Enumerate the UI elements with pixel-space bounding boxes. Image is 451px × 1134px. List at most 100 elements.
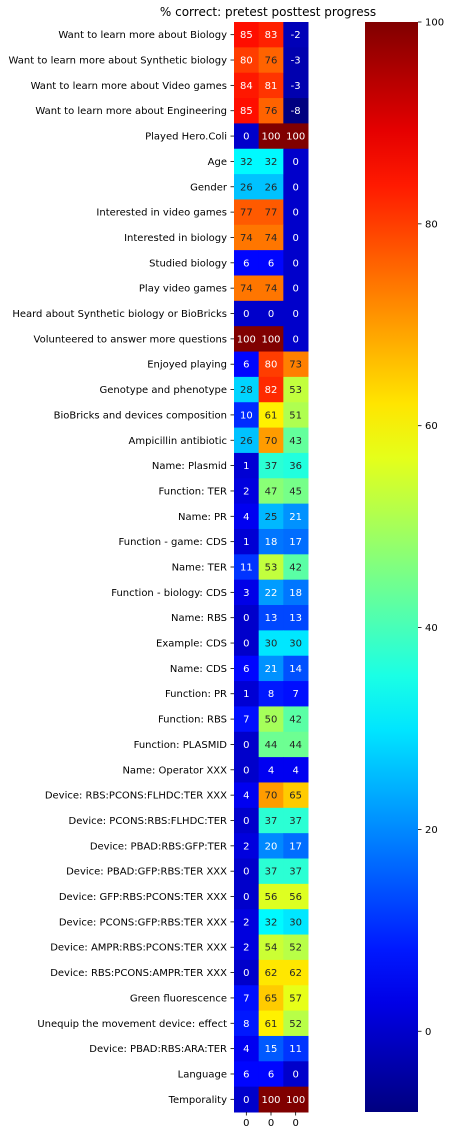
row-label: Name: PR xyxy=(178,512,227,523)
cell-value-label: 8 xyxy=(243,1019,249,1030)
heatmap-cell xyxy=(234,72,260,99)
heatmap-cell xyxy=(234,1035,260,1062)
cell-value-label: 7 xyxy=(243,993,249,1004)
heatmap-cell xyxy=(234,300,260,327)
cell-value-label: 0 xyxy=(292,258,298,269)
heatmap-cell xyxy=(283,909,309,936)
heatmap-cell xyxy=(283,985,309,1012)
heatmap-cell xyxy=(258,300,284,327)
cell-value-label: 57 xyxy=(289,993,302,1004)
cell-value-label: 6 xyxy=(268,1069,274,1080)
row-label: Device: RBS:PCONS:FLHDC:TER XXX xyxy=(45,791,227,802)
row-label: Function: PR xyxy=(165,689,227,700)
heatmap-cell xyxy=(234,427,260,454)
row-label: Want to learn more about Engineering xyxy=(35,106,227,117)
heatmap-cell xyxy=(283,681,309,707)
row-label: Want to learn more about Synthetic biolo… xyxy=(9,56,228,67)
heatmap-cell xyxy=(258,224,284,251)
heatmap-cell xyxy=(283,528,309,555)
row-label: Device: PBAD:RBS:ARA:TER xyxy=(89,1044,227,1055)
cell-value-label: 0 xyxy=(243,892,249,903)
cell-value-label: 62 xyxy=(265,968,278,979)
heatmap-cell xyxy=(258,706,284,733)
cell-value-label: 15 xyxy=(265,1044,278,1055)
cell-value-label: 6 xyxy=(243,1069,249,1080)
cell-value-label: 0 xyxy=(243,867,249,878)
heatmap-cell xyxy=(234,250,260,276)
cell-value-label: 0 xyxy=(292,334,298,345)
heatmap-cell xyxy=(283,883,309,910)
cell-value-label: 0 xyxy=(243,816,249,827)
cell-value-label: 42 xyxy=(289,715,302,726)
heatmap-cell xyxy=(234,757,260,783)
colorbar-tick-label: 20 xyxy=(425,825,438,836)
heatmap-cell xyxy=(234,1061,260,1088)
cell-value-label: -3 xyxy=(291,56,301,67)
colorbar-tick-label: 60 xyxy=(425,421,438,432)
row-label: Play video games xyxy=(139,284,227,295)
row-label: Function - game: CDS xyxy=(119,537,227,548)
row-label: Studied biology xyxy=(149,258,227,269)
heatmap-cell xyxy=(234,275,260,302)
heatmap-cell xyxy=(234,934,260,961)
row-label: Ampicillin antibiotic xyxy=(129,436,227,447)
heatmap-cell xyxy=(258,807,284,834)
cell-value-label: 37 xyxy=(289,816,302,827)
cell-value-label: 28 xyxy=(240,385,253,396)
cell-value-label: 53 xyxy=(265,563,278,574)
heatmap-cell xyxy=(234,98,260,124)
cell-value-label: 77 xyxy=(240,208,253,219)
cell-value-label: -8 xyxy=(291,106,301,117)
heatmap-cell xyxy=(283,351,309,378)
heatmap-cell xyxy=(234,1010,260,1037)
row-label: Device: PBAD:RBS:GFP:TER xyxy=(90,841,227,852)
heatmap-cell xyxy=(283,630,309,657)
row-label: Name: Plasmid xyxy=(152,461,227,472)
heatmap-cell xyxy=(258,1061,284,1088)
cell-value-label: 26 xyxy=(240,436,253,447)
cell-value-label: 100 xyxy=(261,334,280,345)
row-label: Device: AMPR:RBS:PCONS:TER XXX xyxy=(50,943,227,954)
heatmap-cell xyxy=(283,22,309,48)
cell-value-label: 6 xyxy=(243,664,249,675)
heatmap-cell xyxy=(258,858,284,885)
heatmap-cell xyxy=(234,528,260,555)
heatmap-cell xyxy=(234,47,260,74)
heatmap-cell xyxy=(283,123,309,150)
heatmap-cell xyxy=(258,1035,284,1062)
cell-value-label: 25 xyxy=(265,512,278,523)
cell-value-label: 80 xyxy=(265,360,278,371)
cell-value-label: 37 xyxy=(289,867,302,878)
heatmap-cell xyxy=(258,22,284,48)
cell-value-label: 0 xyxy=(292,309,298,320)
heatmap-cell xyxy=(283,1010,309,1037)
heatmap-cell xyxy=(258,351,284,378)
heatmap-cell xyxy=(234,351,260,378)
heatmap-cell xyxy=(234,630,260,657)
cell-value-label: 80 xyxy=(240,56,253,67)
heatmap-cell xyxy=(258,47,284,74)
cell-value-label: 10 xyxy=(240,410,253,421)
heatmap-cell xyxy=(258,275,284,302)
cell-value-label: 56 xyxy=(265,892,278,903)
heatmap-cell xyxy=(234,174,260,200)
heatmap-cell xyxy=(283,148,309,175)
heatmap-cell xyxy=(234,402,260,429)
cell-value-label: 32 xyxy=(265,157,278,168)
cell-value-label: 44 xyxy=(289,740,302,751)
cell-value-label: 3 xyxy=(243,588,249,599)
heatmap-cell xyxy=(258,528,284,555)
heatmap-cell xyxy=(258,833,284,860)
chart-title: % correct: pretest posttest progress xyxy=(160,5,376,19)
cell-value-label: 62 xyxy=(289,968,302,979)
x-axis-ticks: 0 0 0 xyxy=(243,1112,299,1129)
heatmap-cell xyxy=(258,427,284,454)
cell-value-label: 56 xyxy=(289,892,302,903)
cell-value-label: 13 xyxy=(289,613,302,624)
row-label: Language xyxy=(178,1069,227,1080)
heatmap-cell xyxy=(283,731,309,758)
cell-value-label: 100 xyxy=(286,132,305,143)
cell-value-label: -3 xyxy=(291,81,301,92)
heatmap-cell xyxy=(258,98,284,124)
